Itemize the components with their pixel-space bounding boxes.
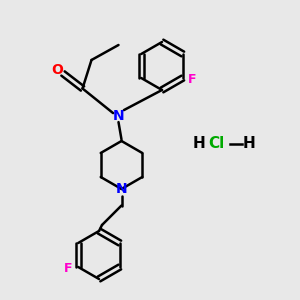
Text: N: N xyxy=(116,182,127,196)
Text: H: H xyxy=(193,136,206,152)
Text: Cl: Cl xyxy=(208,136,224,152)
Text: H: H xyxy=(243,136,255,152)
Text: O: O xyxy=(52,63,64,77)
Text: F: F xyxy=(64,262,73,275)
Text: F: F xyxy=(188,73,197,86)
Text: N: N xyxy=(113,109,124,122)
